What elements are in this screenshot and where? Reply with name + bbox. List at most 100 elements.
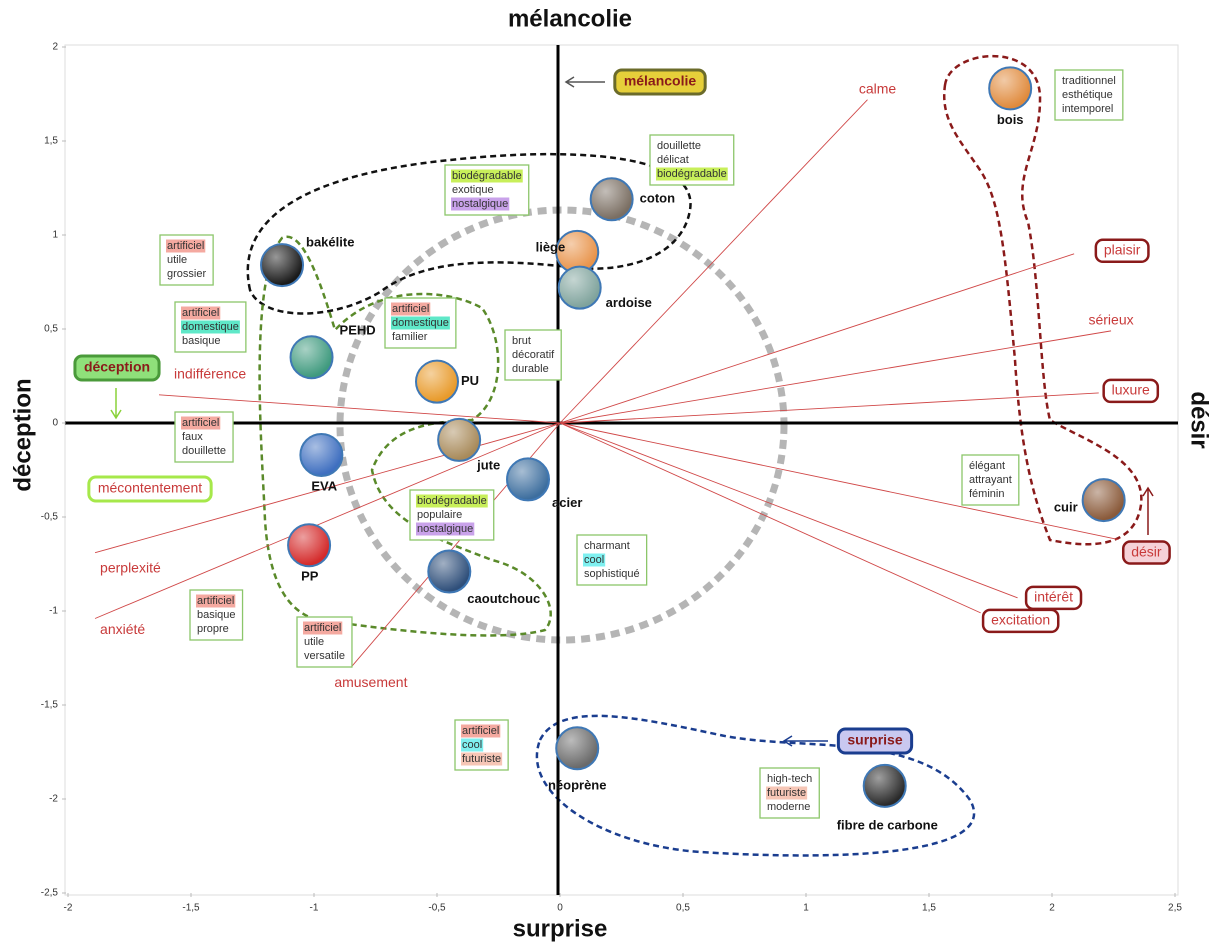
descriptor: basique <box>182 335 221 347</box>
descriptor: douillette <box>657 140 701 152</box>
material-shine <box>417 361 457 402</box>
descriptor-box: charmant cool sophistiqué <box>576 534 648 586</box>
descriptor-highlight <box>391 316 450 330</box>
descriptor: exotique <box>452 184 494 196</box>
descriptor: élégant <box>969 460 1005 472</box>
material-label: ardoise <box>606 295 652 310</box>
descriptor: populaire <box>417 509 462 521</box>
material-label: néoprène <box>548 778 607 793</box>
descriptor: grossier <box>167 268 206 280</box>
emotion-vector <box>559 253 1075 424</box>
material-shine <box>289 525 330 566</box>
material-label: jute <box>476 457 500 472</box>
material-label: cuir <box>1054 500 1078 515</box>
x-tick-label: 1,5 <box>922 903 936 914</box>
emotion-label: luxure <box>1112 382 1150 398</box>
x-tick-label: 2,5 <box>1168 903 1182 914</box>
material-label: bois <box>997 112 1024 127</box>
pole-label: mélancolie <box>624 73 697 89</box>
descriptor: moderne <box>767 801 810 813</box>
descriptor: utile <box>304 636 324 648</box>
descriptor-highlight <box>451 197 510 211</box>
descriptor-highlight <box>461 724 501 738</box>
descriptor: futuriste <box>462 753 501 765</box>
emotion-box <box>1102 378 1160 404</box>
descriptor: artificiel <box>167 240 204 252</box>
material-label: PEHD <box>340 323 376 338</box>
descriptor-highlight <box>583 553 606 567</box>
descriptor: familier <box>392 331 428 343</box>
material-label: PU <box>461 373 479 388</box>
descriptor: intemporel <box>1062 103 1113 115</box>
emotion-vector <box>559 99 868 424</box>
descriptor-frame <box>1054 69 1124 121</box>
descriptor-box: artificiel utile grossier <box>159 234 214 286</box>
y-tick-label: -1,5 <box>41 700 59 711</box>
pole-box <box>613 68 707 96</box>
pole-box <box>73 354 161 382</box>
material-label: caoutchouc <box>467 591 540 606</box>
emotion-vector <box>559 422 981 614</box>
emotion-label: anxiété <box>100 621 145 637</box>
material-shine <box>990 68 1031 109</box>
material-shine <box>439 419 480 460</box>
emotion-label: indifférence <box>174 366 246 382</box>
descriptor: biodégradable <box>657 168 727 180</box>
emotion-vector <box>559 422 1119 541</box>
y-tick-label: -1 <box>49 606 58 617</box>
material-shine <box>262 245 303 286</box>
descriptor-highlight <box>166 239 206 253</box>
groupings <box>246 54 1143 857</box>
descriptor-highlight <box>766 786 808 800</box>
descriptor: artificiel <box>182 417 219 429</box>
pole-label: mécontentement <box>98 480 202 496</box>
descriptor: cool <box>462 739 482 751</box>
emotion-vector <box>559 392 1099 424</box>
descriptor-box: artificiel faux douillette <box>174 411 234 463</box>
pole-arrows <box>110 76 1154 747</box>
emotion-box <box>1024 585 1083 611</box>
y-tick-label: -2 <box>49 794 58 805</box>
descriptor-box: artificiel basique propre <box>189 589 244 641</box>
emotion-box <box>1094 238 1150 264</box>
material-label: fibre de carbone <box>837 817 938 832</box>
descriptor: high-tech <box>767 773 812 785</box>
y-tick-label: 0,5 <box>44 324 58 335</box>
emotion-box <box>981 608 1060 634</box>
arrow <box>564 76 605 88</box>
emotion-label: plaisir <box>1104 242 1141 258</box>
descriptor: artificiel <box>182 307 219 319</box>
descriptor-highlight <box>461 752 503 766</box>
x-tick-label: -1 <box>310 903 319 914</box>
group-outline <box>942 54 1143 546</box>
descriptor: versatile <box>304 650 345 662</box>
descriptor-highlight <box>196 594 236 608</box>
y-tick-label: -0,5 <box>41 512 59 523</box>
emotion-label: amusement <box>334 674 407 690</box>
x-tick-label: -0,5 <box>428 903 446 914</box>
descriptor-frame <box>961 454 1020 506</box>
descriptor-highlight <box>416 522 475 536</box>
descriptor-box: artificiel cool futuriste <box>454 719 509 771</box>
emotion-vector <box>94 422 561 619</box>
axis-title-right: désir <box>1186 391 1212 448</box>
material-label: liège <box>536 239 566 254</box>
descriptor: féminin <box>969 488 1004 500</box>
descriptor: artificiel <box>462 725 499 737</box>
group-outline <box>246 152 692 315</box>
descriptor: esthétique <box>1062 89 1113 101</box>
descriptor: attrayant <box>969 474 1012 486</box>
x-tick-label: 2 <box>1049 903 1055 914</box>
material-shine <box>291 337 332 378</box>
descriptor-box: high-tech futuriste moderne <box>759 767 820 819</box>
axis-title-bottom: surprise <box>513 915 608 942</box>
descriptor: traditionnel <box>1062 75 1116 87</box>
emotion-vector <box>158 394 561 424</box>
arrow <box>110 388 122 420</box>
descriptor: décoratif <box>512 349 555 361</box>
descriptor-box: artificiel utile versatile <box>296 616 353 668</box>
material-shine <box>864 765 905 806</box>
descriptor-highlight <box>416 494 488 508</box>
descriptor: nostalgique <box>452 198 508 210</box>
